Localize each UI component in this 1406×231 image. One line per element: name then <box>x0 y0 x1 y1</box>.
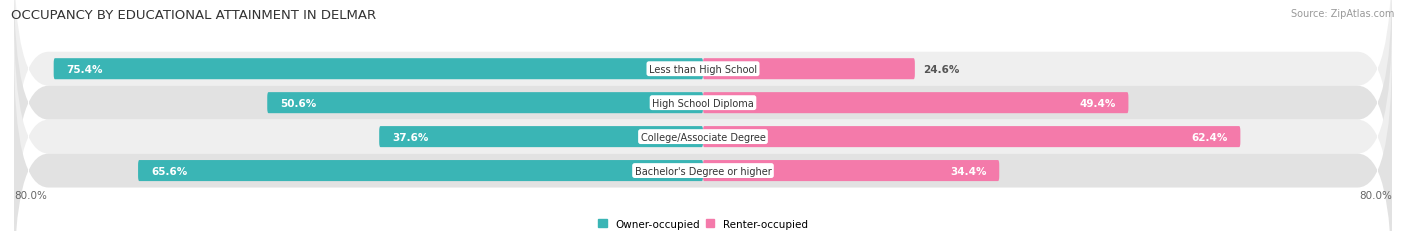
Text: 37.6%: 37.6% <box>392 132 429 142</box>
Text: 75.4%: 75.4% <box>66 64 103 74</box>
Legend: Owner-occupied, Renter-occupied: Owner-occupied, Renter-occupied <box>599 219 807 229</box>
FancyBboxPatch shape <box>138 160 703 181</box>
FancyBboxPatch shape <box>703 59 915 80</box>
FancyBboxPatch shape <box>53 59 703 80</box>
Text: High School Diploma: High School Diploma <box>652 98 754 108</box>
FancyBboxPatch shape <box>267 93 703 114</box>
FancyBboxPatch shape <box>14 52 1392 231</box>
Text: Less than High School: Less than High School <box>650 64 756 74</box>
FancyBboxPatch shape <box>703 93 1129 114</box>
Text: 80.0%: 80.0% <box>1360 190 1392 200</box>
FancyBboxPatch shape <box>380 127 703 148</box>
Text: 50.6%: 50.6% <box>280 98 316 108</box>
FancyBboxPatch shape <box>14 0 1392 188</box>
Text: 62.4%: 62.4% <box>1191 132 1227 142</box>
FancyBboxPatch shape <box>14 19 1392 231</box>
FancyBboxPatch shape <box>703 127 1240 148</box>
Text: College/Associate Degree: College/Associate Degree <box>641 132 765 142</box>
Text: OCCUPANCY BY EDUCATIONAL ATTAINMENT IN DELMAR: OCCUPANCY BY EDUCATIONAL ATTAINMENT IN D… <box>11 9 377 22</box>
Text: 49.4%: 49.4% <box>1080 98 1115 108</box>
Text: 34.4%: 34.4% <box>950 166 987 176</box>
Text: 80.0%: 80.0% <box>14 190 46 200</box>
Text: 65.6%: 65.6% <box>150 166 187 176</box>
FancyBboxPatch shape <box>703 160 1000 181</box>
FancyBboxPatch shape <box>14 0 1392 222</box>
Text: 24.6%: 24.6% <box>924 64 960 74</box>
Text: Source: ZipAtlas.com: Source: ZipAtlas.com <box>1291 9 1395 19</box>
Text: Bachelor's Degree or higher: Bachelor's Degree or higher <box>634 166 772 176</box>
